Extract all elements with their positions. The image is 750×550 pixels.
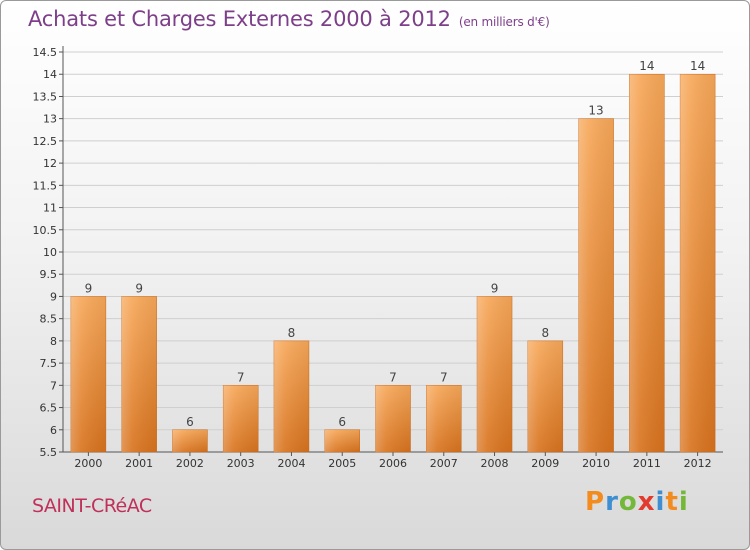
bar-value-label: 7 bbox=[389, 370, 397, 384]
bar-shine bbox=[121, 296, 157, 452]
bar-shine bbox=[477, 296, 513, 452]
y-tick-label: 12 bbox=[43, 157, 57, 170]
y-tick-label: 9 bbox=[50, 290, 57, 303]
bar-value-label: 9 bbox=[491, 281, 499, 295]
city-name: SAINT-CRéAC bbox=[32, 495, 152, 517]
bar-shine bbox=[578, 118, 614, 453]
proxiti-logo: Proxiti bbox=[585, 487, 689, 517]
logo-letter: o bbox=[618, 487, 638, 517]
x-tick-label: 2012 bbox=[684, 457, 712, 470]
bar-value-label: 7 bbox=[440, 370, 448, 384]
bar-shine bbox=[273, 340, 309, 452]
y-tick-label: 6 bbox=[50, 424, 57, 437]
y-tick-label: 6.5 bbox=[40, 402, 58, 415]
y-tick-label: 8.5 bbox=[40, 313, 58, 326]
logo-letter: x bbox=[637, 487, 656, 517]
y-tick-label: 11 bbox=[43, 202, 57, 215]
logo-letter: t bbox=[665, 487, 679, 517]
y-tick-label: 12.5 bbox=[33, 135, 58, 148]
bar-value-label: 6 bbox=[186, 415, 194, 429]
y-tick-label: 7 bbox=[50, 379, 57, 392]
bar-value-label: 8 bbox=[541, 326, 549, 340]
x-tick-label: 2007 bbox=[430, 457, 458, 470]
bar-shine bbox=[70, 296, 106, 452]
x-tick-label: 2003 bbox=[227, 457, 255, 470]
x-tick-label: 2004 bbox=[277, 457, 305, 470]
chart-subtitle: (en milliers d'€) bbox=[458, 15, 550, 29]
bar-shine bbox=[527, 340, 563, 452]
x-tick-label: 2009 bbox=[531, 457, 559, 470]
bar-value-label: 14 bbox=[639, 59, 654, 73]
bar-value-label: 14 bbox=[690, 59, 705, 73]
x-tick-label: 2011 bbox=[633, 457, 661, 470]
x-tick-label: 2005 bbox=[328, 457, 356, 470]
x-tick-label: 2008 bbox=[481, 457, 509, 470]
bar-shine bbox=[680, 74, 716, 452]
bar-value-label: 9 bbox=[135, 281, 143, 295]
chart-title: Achats et Charges Externes 2000 à 2012 (e… bbox=[28, 7, 550, 31]
bar-value-label: 8 bbox=[288, 326, 296, 340]
bar-value-label: 6 bbox=[338, 415, 346, 429]
y-tick-label: 13 bbox=[43, 113, 57, 126]
x-tick-label: 2010 bbox=[582, 457, 610, 470]
labels: 5.5 6 6.5 7 7.5 8 8.5 9 9.5 10 10.5 11 11.5 12 12.5 13 1… bbox=[33, 46, 712, 470]
bar-shine bbox=[324, 429, 360, 452]
bars bbox=[70, 73, 716, 453]
y-tick-label: 10 bbox=[43, 246, 57, 259]
y-tick-label: 5.5 bbox=[40, 446, 58, 459]
x-tick-label: 2000 bbox=[74, 457, 102, 470]
bar-value-label: 7 bbox=[237, 370, 245, 384]
logo-letter: i bbox=[655, 487, 666, 517]
y-tick-label: 14 bbox=[43, 68, 57, 81]
logo-letter: i bbox=[678, 487, 689, 517]
bar-value-label: 13 bbox=[588, 104, 603, 118]
x-tick-label: 2002 bbox=[176, 457, 204, 470]
x-tick-label: 2006 bbox=[379, 457, 407, 470]
y-tick-label: 13.5 bbox=[33, 90, 58, 103]
y-tick-label: 11.5 bbox=[33, 179, 58, 192]
y-tick-label: 10.5 bbox=[33, 224, 58, 237]
bar-shine bbox=[223, 385, 259, 452]
logo-letter: r bbox=[605, 487, 619, 517]
y-tick-label: 8 bbox=[50, 335, 57, 348]
bar-shine bbox=[629, 74, 665, 452]
y-tick-label: 7.5 bbox=[40, 357, 58, 370]
logo-letter: P bbox=[585, 487, 606, 517]
y-tick-label: 14.5 bbox=[33, 46, 58, 59]
bar-shine bbox=[426, 385, 462, 452]
bar-shine bbox=[375, 385, 411, 452]
chart-title-text: Achats et Charges Externes 2000 à 2012 bbox=[28, 7, 451, 31]
y-tick-label: 9.5 bbox=[40, 268, 58, 281]
bar-shine bbox=[172, 429, 208, 452]
bar-value-label: 9 bbox=[85, 281, 93, 295]
x-tick-label: 2001 bbox=[125, 457, 153, 470]
